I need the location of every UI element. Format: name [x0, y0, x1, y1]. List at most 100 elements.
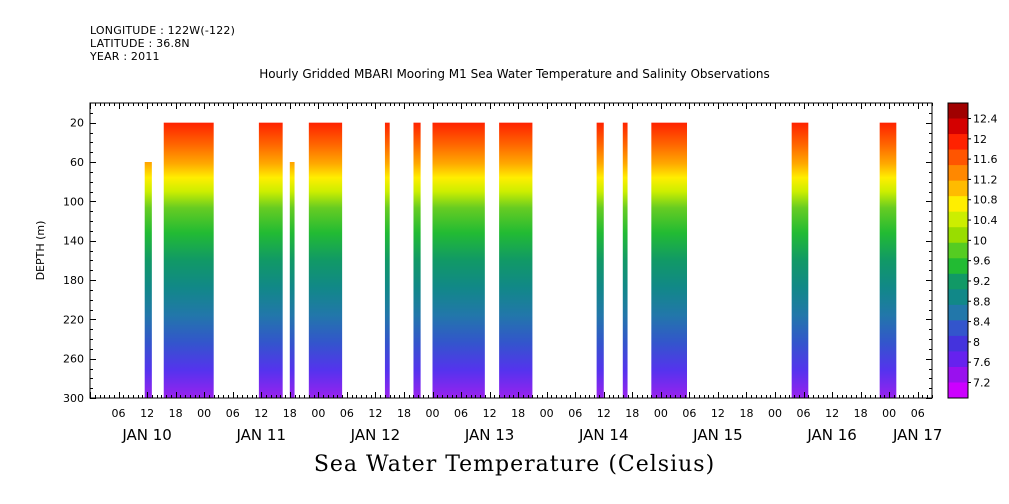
data-segment-5 — [308, 122, 343, 399]
hour-tick-label: 00 — [654, 407, 668, 420]
colorbar-swatch — [948, 165, 968, 182]
year-label: YEAR : 2011 — [90, 50, 160, 63]
hour-tick-label: 18 — [511, 407, 525, 420]
data-segment-3 — [258, 122, 283, 399]
data-segment-14 — [879, 122, 897, 399]
hour-tick-label: 18 — [854, 407, 868, 420]
plot-frame — [89, 102, 933, 399]
y-axis-label: DEPTH (m) — [34, 221, 47, 281]
hour-tick-label: 18 — [397, 407, 411, 420]
colorbar-label: 8 — [973, 336, 980, 349]
data-segment-13 — [791, 122, 809, 399]
colorbar-swatch — [948, 134, 968, 151]
chart-title: Hourly Gridded MBARI Mooring M1 Sea Wate… — [259, 67, 770, 81]
data-segment-4 — [289, 162, 295, 398]
colorbar-label: 10 — [973, 234, 987, 247]
hour-tick-label: 00 — [197, 407, 211, 420]
colorbar-swatch — [948, 304, 968, 321]
hour-tick-label: 12 — [597, 407, 611, 420]
colorbar-label: 10.4 — [973, 214, 998, 227]
data-segment-11 — [622, 122, 628, 399]
day-label: JAN 13 — [464, 426, 515, 444]
metadata-block: LONGITUDE : 122W(-122) LATITUDE : 36.8N … — [90, 24, 235, 63]
longitude-label: LONGITUDE : 122W(-122) — [90, 24, 236, 37]
colorbar-swatch — [948, 351, 968, 368]
y-tick-label: 60 — [70, 156, 84, 169]
hour-tick-label: 00 — [540, 407, 554, 420]
colorbar-label: 7.6 — [973, 356, 991, 369]
colorbar-swatch — [948, 320, 968, 337]
colorbar-swatch — [948, 335, 968, 352]
day-label: JAN 12 — [350, 426, 401, 444]
hour-tick-label: 00 — [426, 407, 440, 420]
hour-tick-label: 12 — [254, 407, 268, 420]
y-tick-label: 300 — [63, 392, 84, 405]
hour-tick-label: 06 — [454, 407, 468, 420]
hour-tick-label: 06 — [340, 407, 354, 420]
colorbar-swatch — [948, 149, 968, 166]
hour-tick-label: 12 — [140, 407, 154, 420]
data-segment-7 — [413, 122, 421, 399]
hour-tick-label: 18 — [739, 407, 753, 420]
colorbar-swatch — [948, 118, 968, 135]
y-tick-label: 140 — [63, 235, 84, 248]
hour-tick-label: 06 — [568, 407, 582, 420]
day-label: JAN 11 — [236, 426, 287, 444]
y-tick-label: 260 — [63, 353, 84, 366]
data-layer — [144, 122, 897, 399]
colorbar-label: 12 — [973, 133, 987, 146]
colorbar-label: 9.2 — [973, 275, 991, 288]
colorbar-label: 11.2 — [973, 173, 998, 186]
colorbar: 12.4 12 11.6 11.2 10.8 10.4 10 9.6 9.2 8.8 8.4 8 7.6… — [947, 102, 998, 399]
data-segment-9 — [499, 122, 533, 399]
hour-tick-label: 12 — [711, 407, 725, 420]
colorbar-label: 7.2 — [973, 376, 991, 389]
y-tick-label: 20 — [70, 117, 84, 130]
colorbar-swatch — [948, 258, 968, 275]
y-tick-label: 220 — [63, 313, 84, 326]
colorbar-swatch — [948, 211, 968, 228]
colorbar-swatch — [948, 103, 968, 120]
colorbar-swatch — [948, 382, 968, 399]
latitude-label: LATITUDE : 36.8N — [90, 37, 190, 50]
colorbar-label: 11.6 — [973, 153, 998, 166]
axes-layer: 06 12 18 00 06 12 18 00 06 12 18 00 06 12 18 00 06 12 18 00… — [34, 102, 943, 444]
colorbar-swatch — [948, 273, 968, 290]
colorbar-label: 8.4 — [973, 316, 991, 329]
y-tick-label: 180 — [63, 274, 84, 287]
variable-title: Sea Water Temperature (Celsius) — [313, 452, 716, 477]
hour-tick-label: 00 — [768, 407, 782, 420]
colorbar-label: 10.8 — [973, 194, 998, 207]
colorbar-swatch — [948, 289, 968, 306]
data-segment-2 — [163, 122, 214, 399]
hour-tick-label: 06 — [911, 407, 925, 420]
hour-tick-label: 12 — [483, 407, 497, 420]
hour-tick-label: 00 — [882, 407, 896, 420]
hour-tick-label: 18 — [283, 407, 297, 420]
data-segment-6 — [384, 122, 390, 399]
colorbar-swatch — [948, 180, 968, 197]
day-label: JAN 14 — [578, 426, 629, 444]
day-label: JAN 16 — [806, 426, 857, 444]
day-label: JAN 17 — [892, 426, 943, 444]
hour-tick-label: 18 — [169, 407, 183, 420]
hour-tick-label: 00 — [311, 407, 325, 420]
hour-tick-label: 06 — [112, 407, 126, 420]
hour-tick-label: 18 — [625, 407, 639, 420]
hour-tick-label: 12 — [368, 407, 382, 420]
colorbar-frame — [947, 102, 969, 399]
day-label: JAN 10 — [121, 426, 172, 444]
colorbar-label: 12.4 — [973, 113, 998, 126]
y-tick-label: 100 — [63, 195, 84, 208]
hour-tick-label: 06 — [226, 407, 240, 420]
colorbar-swatch — [948, 242, 968, 259]
colorbar-swatch — [948, 227, 968, 244]
hour-tick-label: 06 — [797, 407, 811, 420]
hour-tick-label: 12 — [825, 407, 839, 420]
chart-svg: 06 12 18 00 06 12 18 00 06 12 18 00 06 12 18 00 06 12 18 00… — [34, 102, 998, 444]
colorbar-swatch — [948, 196, 968, 213]
colorbar-swatch — [948, 366, 968, 383]
colorbar-label: 8.8 — [973, 295, 991, 308]
hour-tick-label: 06 — [682, 407, 696, 420]
data-segment-8 — [432, 122, 485, 399]
